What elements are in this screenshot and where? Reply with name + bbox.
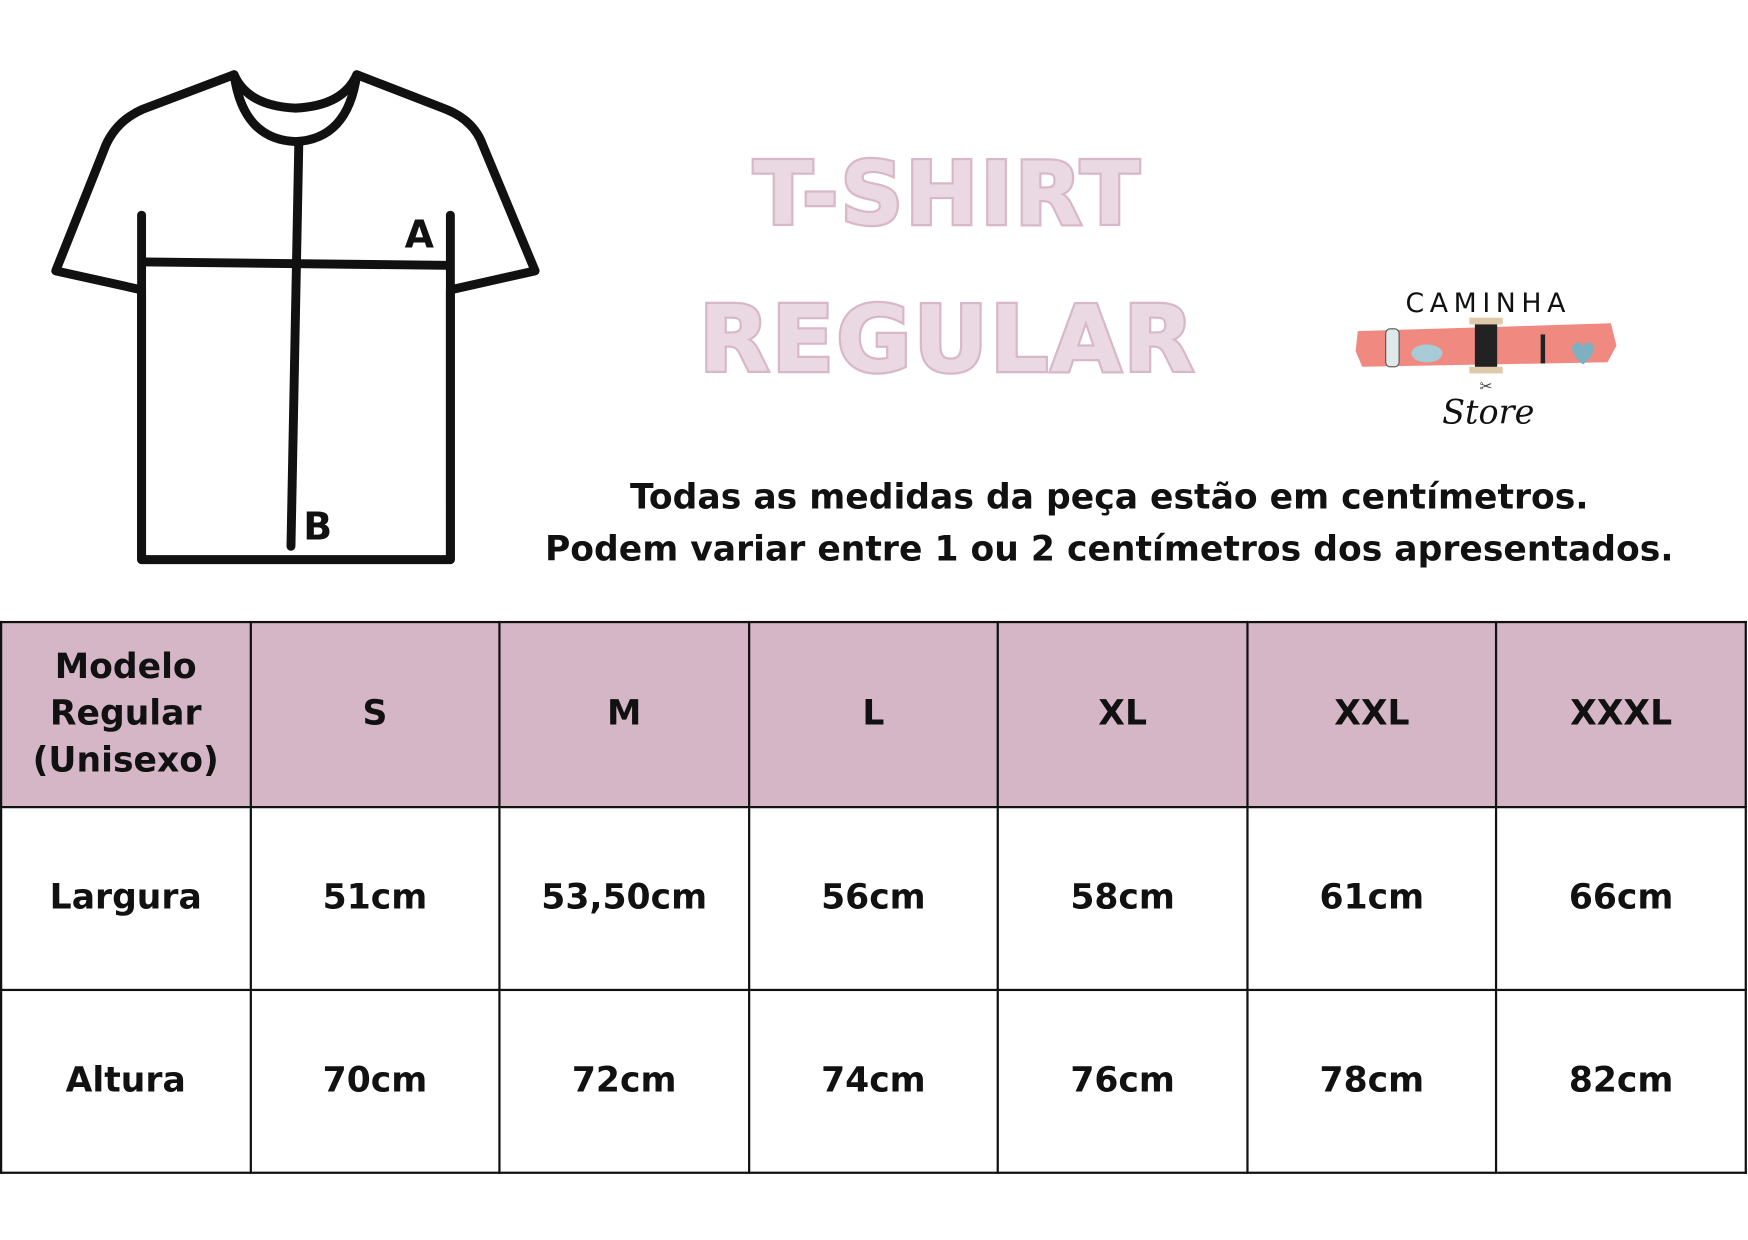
tshirt-measurement-diagram: A B — [51, 70, 540, 565]
header-model: Modelo Regular (Unisexo) — [0, 620, 252, 809]
title-line-2: REGULAR — [697, 285, 1197, 395]
header-size-xxl: XXL — [1246, 620, 1498, 809]
table-cell: 58cm — [996, 806, 1249, 992]
header-size-s: S — [249, 620, 501, 809]
row-label-largura: Largura — [0, 806, 252, 992]
table-cell: 53,50cm — [498, 806, 750, 992]
table-header-row: Modelo Regular (Unisexo) S M L XL XXL XX… — [0, 620, 1747, 809]
caminha-store-logo: CAMINHA ✂ Store — [1355, 288, 1617, 432]
table-cell: 78cm — [1246, 988, 1498, 1174]
size-chart-table: Modelo Regular (Unisexo) S M L XL XXL XX… — [0, 620, 1747, 1174]
label-a: A — [405, 212, 435, 256]
table-cell: 74cm — [747, 988, 1000, 1174]
header-size-xl: XL — [996, 620, 1249, 809]
table-cell: 66cm — [1495, 806, 1747, 992]
label-b: B — [303, 505, 332, 549]
table-row: Largura 51cm 53,50cm 56cm 58cm 61cm 66cm — [0, 806, 1747, 992]
table-cell: 82cm — [1495, 988, 1747, 1174]
measure-line-b — [286, 140, 304, 551]
row-label-altura: Altura — [0, 988, 252, 1174]
table-row: Altura 70cm 72cm 74cm 76cm 78cm 82cm — [0, 988, 1747, 1174]
header-size-xxxl: XXXL — [1495, 620, 1747, 809]
shirt-collar — [229, 70, 362, 113]
note-variation: Podem variar entre 1 ou 2 centímetros do… — [544, 529, 1674, 570]
title-line-1: T-SHIRT — [751, 143, 1142, 248]
svg-text:Store: Store — [1442, 393, 1534, 432]
header-size-l: L — [747, 620, 1000, 809]
svg-text:✂: ✂ — [1479, 377, 1492, 395]
table-cell: 70cm — [249, 988, 501, 1174]
svg-text:CAMINHA: CAMINHA — [1406, 288, 1571, 319]
table-cell: 56cm — [747, 806, 1000, 992]
table-cell: 76cm — [996, 988, 1249, 1174]
table-cell: 51cm — [249, 806, 501, 992]
table-cell: 61cm — [1246, 806, 1498, 992]
shirt-outline — [51, 70, 540, 565]
table-cell: 72cm — [498, 988, 750, 1174]
header-size-m: M — [498, 620, 750, 809]
note-units: Todas as medidas da peça estão em centím… — [629, 477, 1589, 518]
